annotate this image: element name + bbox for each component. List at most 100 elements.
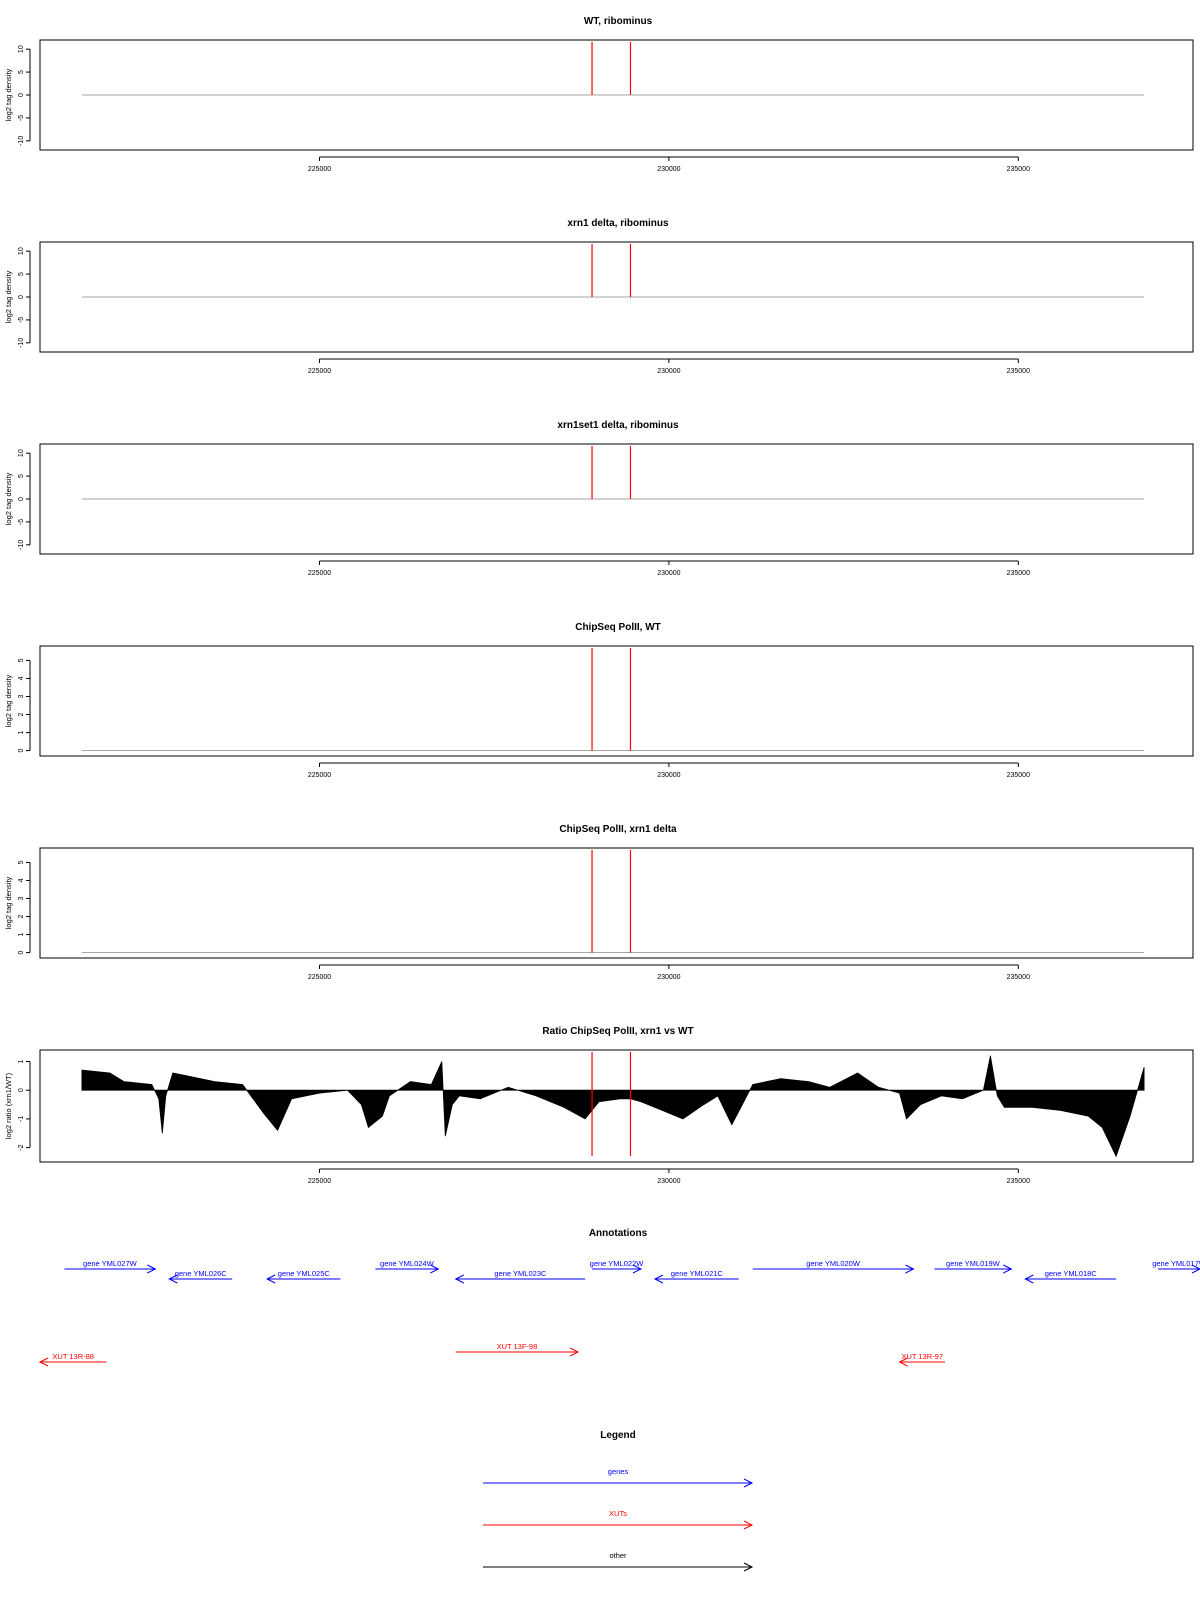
y-tick-label: 5 <box>18 272 25 276</box>
gene-label: gene YML024W <box>380 1259 435 1268</box>
gene-label: gene YML022W <box>590 1259 645 1268</box>
x-tick-label: 225000 <box>308 974 331 981</box>
y-tick-label: 1 <box>18 933 25 937</box>
gene-arrow-head <box>454 1274 465 1284</box>
annotations-title: Annotations <box>589 1228 648 1239</box>
y-tick-label: -5 <box>18 519 25 525</box>
chart-title: ChipSeq PolII, xrn1 delta <box>559 824 677 835</box>
data-area <box>81 1055 1145 1158</box>
chart-title: Ratio ChipSeq PolII, xrn1 vs WT <box>542 1026 693 1037</box>
x-tick-label: 235000 <box>1007 570 1030 577</box>
y-axis-label: log2 tag density <box>4 674 13 727</box>
xut-arrow: XUT 13R-88 <box>38 1352 107 1367</box>
legend-label: genes <box>608 1467 629 1476</box>
gene-arrow-head <box>653 1274 664 1284</box>
x-tick-label: 235000 <box>1007 166 1030 173</box>
gene-arrow: gene YML022W <box>590 1259 645 1274</box>
x-tick-label: 225000 <box>308 772 331 779</box>
gene-arrow-head <box>632 1264 643 1274</box>
gene-arrow: gene YML020W <box>752 1259 915 1274</box>
chart-panel-4: ChipSeq PolII, WT log2 tag density 0 1 2 3 4 5 2… <box>4 622 1194 779</box>
y-tick-label: 1 <box>18 1059 25 1063</box>
y-tick-label: 4 <box>18 676 25 680</box>
gene-label: gene YML023C <box>494 1269 547 1278</box>
gene-label: gene YML017W <box>1152 1259 1200 1268</box>
legend-label: other <box>609 1551 627 1560</box>
y-tick-label: 0 <box>18 295 25 299</box>
gene-arrow-head <box>430 1264 440 1274</box>
x-tick-label: 230000 <box>657 570 680 577</box>
gene-arrow: gene YML027W <box>64 1259 157 1274</box>
y-axis-label: log2 tag density <box>4 876 13 929</box>
y-tick-label: 3 <box>18 896 25 900</box>
gene-arrow: gene YML019W <box>934 1259 1013 1274</box>
plot-frame <box>39 39 1194 151</box>
gene-arrow-head <box>1191 1264 1200 1274</box>
y-tick-label: 10 <box>18 449 25 457</box>
gene-label: gene YML027W <box>83 1259 138 1268</box>
gene-label: gene YML025C <box>278 1269 331 1278</box>
plot-frame <box>39 645 1194 757</box>
y-tick-label: 0 <box>18 93 25 97</box>
legend-item-genes: genes <box>483 1467 754 1488</box>
chart-panel-6: Ratio ChipSeq PolII, xrn1 vs WT log2 rati… <box>4 1026 1194 1185</box>
xut-arrow: XUT 13F-98 <box>455 1342 580 1357</box>
chart-panel-3: xrn1set1 delta, ribominus log2 tag densit… <box>4 420 1194 577</box>
x-tick-label: 235000 <box>1007 974 1030 981</box>
gene-arrow-head <box>1024 1274 1034 1284</box>
x-tick-label: 230000 <box>657 368 680 375</box>
y-tick-label: -1 <box>18 1116 25 1122</box>
legend-label: XUTs <box>609 1509 627 1518</box>
legend: Legend genes XUTs other <box>483 1430 754 1572</box>
gene-arrow-head <box>905 1264 915 1274</box>
x-tick-label: 230000 <box>657 974 680 981</box>
y-tick-label: 10 <box>18 45 25 53</box>
legend-item-genes-head <box>743 1478 754 1488</box>
gene-arrow: gene YML026C <box>168 1269 233 1284</box>
x-tick-label: 225000 <box>308 570 331 577</box>
x-tick-label: 225000 <box>308 368 331 375</box>
y-tick-label: -10 <box>18 338 25 348</box>
chart-panel-1: WT, ribominus log2 tag density -10 -5 0 5 10 22… <box>4 16 1194 173</box>
y-tick-label: 5 <box>18 860 25 864</box>
y-axis-label: log2 tag density <box>4 68 13 121</box>
y-tick-label: -10 <box>18 540 25 550</box>
x-tick-label: 235000 <box>1007 772 1030 779</box>
y-tick-label: -2 <box>18 1144 25 1150</box>
xut-label: XUT 13R-97 <box>901 1352 943 1361</box>
y-tick-label: 5 <box>18 474 25 478</box>
x-tick-label: 230000 <box>657 772 680 779</box>
y-tick-label: 1 <box>18 731 25 735</box>
gene-arrow: gene YML021C <box>653 1269 739 1284</box>
xut-arrow-head <box>898 1357 908 1367</box>
legend-item-xuts: XUTs <box>483 1509 754 1530</box>
chart-title: xrn1 delta, ribominus <box>567 218 669 229</box>
annotations-panel: Annotations gene YML027W gene YML026C gene … <box>38 1228 1200 1367</box>
plot-frame <box>39 241 1194 353</box>
y-tick-label: -10 <box>18 136 25 146</box>
gene-arrow: gene YML023C <box>454 1269 586 1284</box>
y-axis-label: log2 tag density <box>4 472 13 525</box>
y-tick-label: 0 <box>18 497 25 501</box>
y-tick-label: 5 <box>18 658 25 662</box>
legend-title: Legend <box>600 1430 636 1441</box>
gene-arrow: gene YML017W <box>1152 1259 1200 1274</box>
x-tick-label: 225000 <box>308 1178 331 1185</box>
gene-label: gene YML019W <box>946 1259 1001 1268</box>
xut-label: XUT 13F-98 <box>497 1342 538 1351</box>
gene-label: gene YML020W <box>806 1259 861 1268</box>
gene-arrow: gene YML024W <box>375 1259 440 1274</box>
chart-title: xrn1set1 delta, ribominus <box>557 420 679 431</box>
y-tick-label: -5 <box>18 115 25 121</box>
xut-arrow: XUT 13R-97 <box>898 1352 945 1367</box>
legend-item-xuts-head <box>743 1520 754 1530</box>
gene-label: gene YML021C <box>671 1269 724 1278</box>
y-axis-label: log2 ratio (xrn1/WT) <box>4 1072 13 1139</box>
chart-title: WT, ribominus <box>584 16 653 27</box>
legend-item-other: other <box>483 1551 754 1572</box>
gene-arrow-head <box>1003 1264 1013 1274</box>
chart-panel-2: xrn1 delta, ribominus log2 tag density -10… <box>4 218 1194 375</box>
y-tick-label: 10 <box>18 247 25 255</box>
gene-arrow-head <box>265 1274 276 1284</box>
y-axis-label: log2 tag density <box>4 270 13 323</box>
